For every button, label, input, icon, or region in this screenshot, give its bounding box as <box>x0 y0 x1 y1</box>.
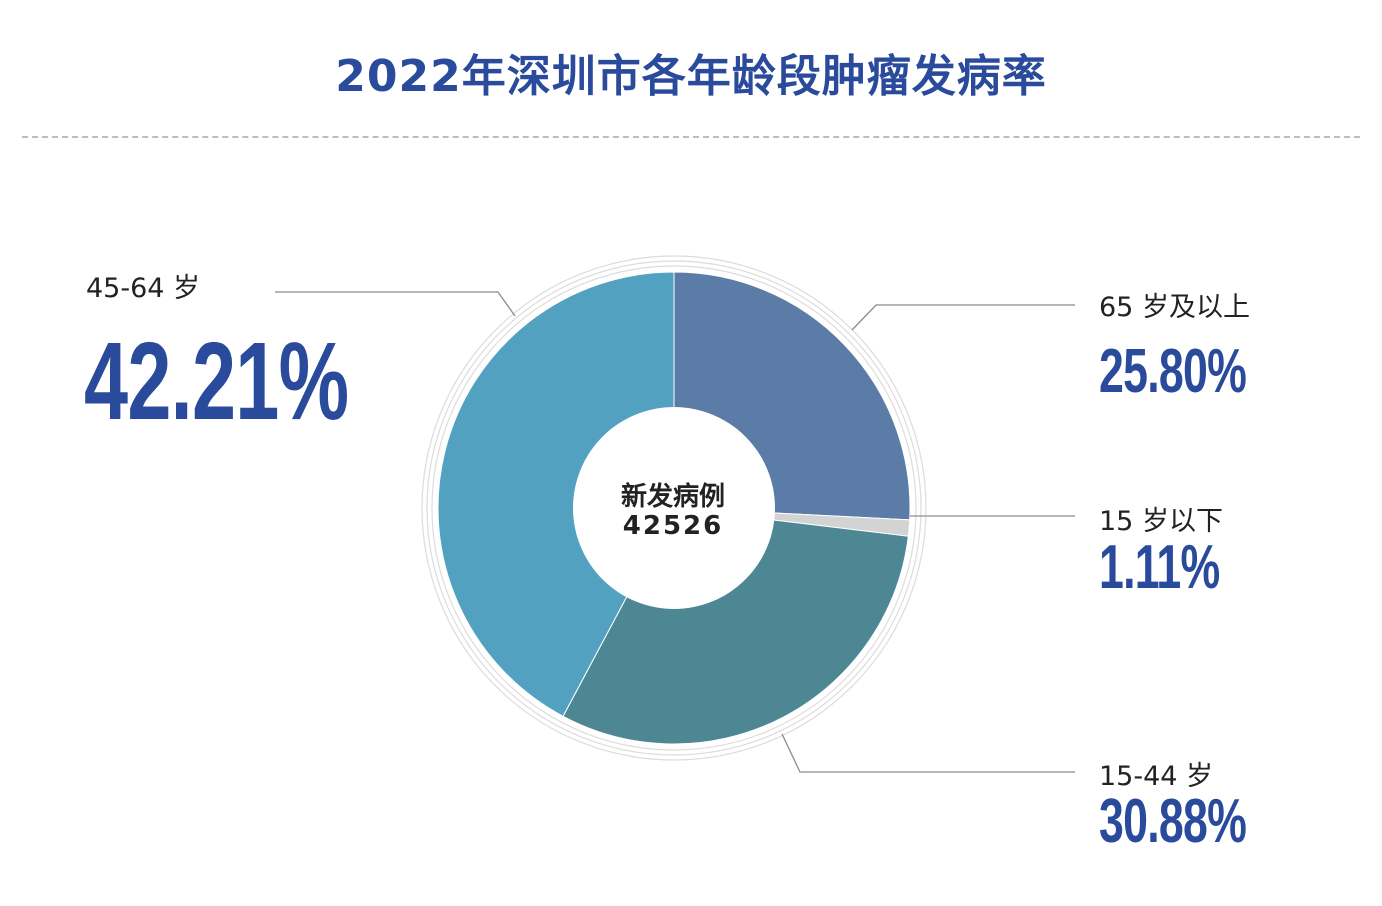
label-45-64: 45-64 岁 <box>86 273 201 304</box>
value-45-64: 42.21% <box>84 320 349 443</box>
dashed-divider <box>22 136 1360 138</box>
chart-title: 2022年深圳市各年龄段肿瘤发病率 <box>335 51 1047 102</box>
outer-ring-3 <box>421 255 927 761</box>
outer-ring-2 <box>426 260 922 756</box>
value-65-plus: 25.80% <box>1099 337 1247 406</box>
value-under-15: 1.11% <box>1099 533 1220 602</box>
leader-line-1 <box>851 304 1075 331</box>
center-label: 新发病例 <box>620 482 725 512</box>
label-65-plus: 65 岁及以上 <box>1099 292 1250 323</box>
slice-4 <box>437 271 675 717</box>
label-under-15: 15 岁以下 <box>1099 506 1223 537</box>
leader-line-4 <box>275 291 516 317</box>
label-15-44: 15-44 岁 <box>1099 761 1214 792</box>
leader-line-3 <box>781 733 1075 773</box>
center-value: 42526 <box>622 511 724 541</box>
donut-hole <box>573 407 775 609</box>
outer-ring-1 <box>431 265 917 751</box>
value-15-44: 30.88% <box>1099 787 1247 856</box>
